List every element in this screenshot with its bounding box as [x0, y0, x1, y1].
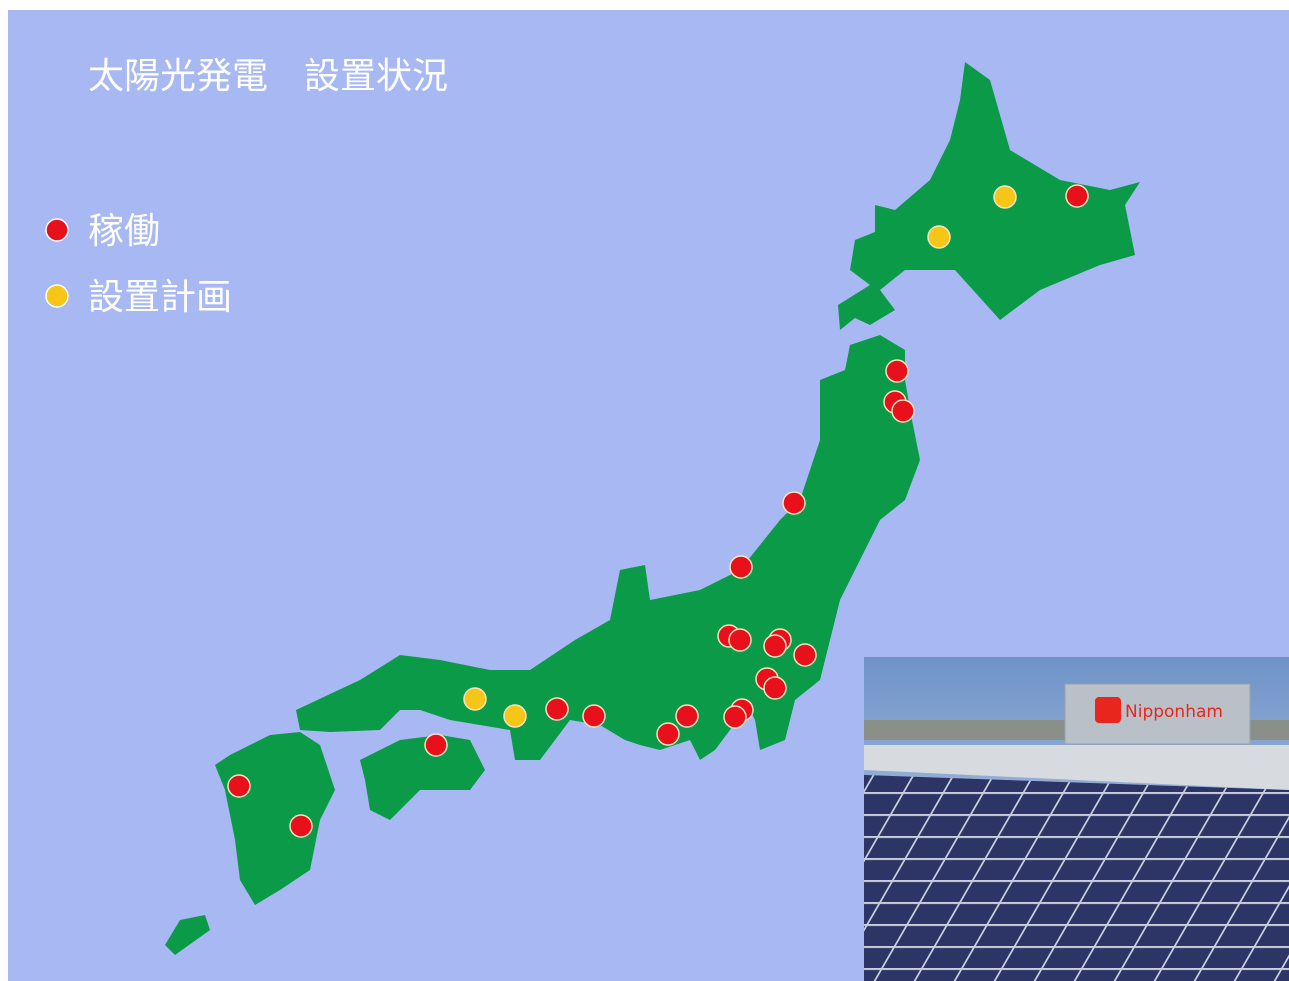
- photo: Nipponham: [864, 657, 1289, 981]
- sign: Nipponham: [1125, 702, 1223, 722]
- legend-label: 設置計画: [88, 277, 232, 318]
- map-slide: 太陽光発電 設置状況 稼働 設置計画 Nipponham: [0, 0, 1289, 981]
- legend-dot: [46, 219, 68, 241]
- legend-label: 稼働: [88, 211, 160, 252]
- legend-dot: [46, 285, 68, 307]
- title: 太陽光発電 設置状況: [88, 56, 448, 97]
- page: 太陽光発電 設置状況 稼働 設置計画 Nipponham (() => { co…: [0, 0, 1289, 981]
